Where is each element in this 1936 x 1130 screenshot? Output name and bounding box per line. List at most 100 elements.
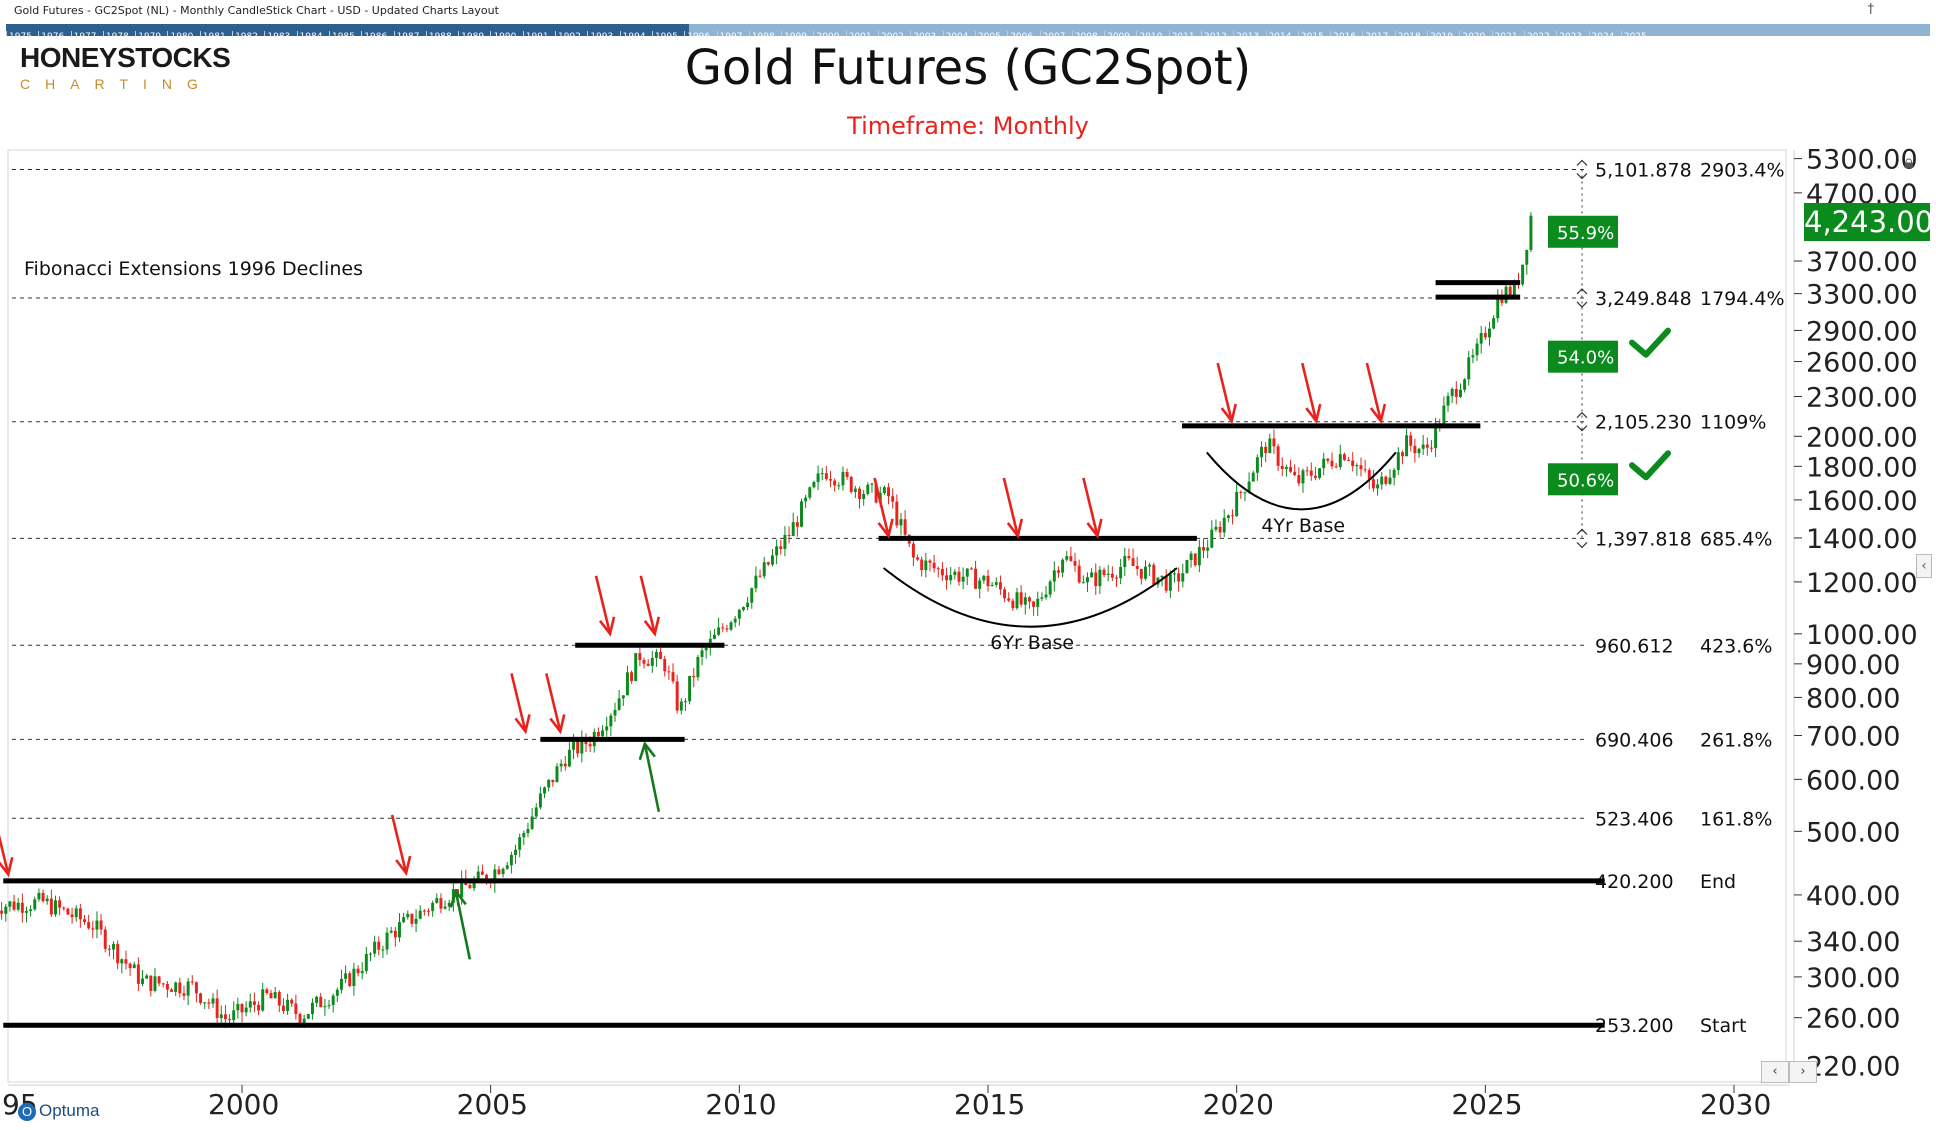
timeline-year[interactable]: 1981 — [199, 31, 232, 36]
candlestick — [725, 624, 729, 633]
timeline-year[interactable]: 1983 — [264, 31, 296, 36]
candle-body — [1272, 438, 1276, 447]
candlestick — [688, 675, 692, 705]
timeline-year[interactable]: 2012 — [1200, 31, 1233, 36]
candle-body — [1197, 547, 1201, 566]
fib-level-percent: 1794.4% — [1700, 288, 1785, 310]
candle-body — [360, 971, 364, 974]
timeline-year[interactable]: 2017 — [1362, 31, 1394, 36]
timeline-year[interactable]: 1992 — [555, 31, 587, 36]
candlestick — [12, 894, 16, 912]
candle-body — [849, 476, 853, 492]
timeline-year[interactable]: 2006 — [1007, 31, 1039, 36]
candle-body — [339, 978, 343, 990]
timeline-year[interactable]: 1996 — [684, 31, 716, 36]
timeline-year[interactable]: 1980 — [167, 31, 199, 36]
timeline-year[interactable]: 2018 — [1394, 31, 1427, 36]
candle-body — [596, 731, 600, 737]
candle-body — [588, 744, 592, 747]
candlestick — [406, 910, 410, 920]
arrow-shaft — [0, 834, 10, 875]
timeline-year[interactable]: 2008 — [1071, 31, 1104, 36]
candle-body — [771, 555, 774, 565]
candlestick — [1003, 586, 1007, 603]
timeline-year[interactable]: 2024 — [1588, 31, 1621, 36]
candlestick — [1488, 321, 1491, 346]
timeline-year[interactable]: 2019 — [1427, 31, 1459, 36]
timeline-year[interactable]: 2003 — [910, 31, 942, 36]
timeline-year[interactable]: 2013 — [1233, 31, 1265, 36]
timeline-year[interactable]: 2011 — [1168, 31, 1201, 36]
timeline-year[interactable]: 1978 — [102, 31, 135, 36]
candlestick — [1454, 381, 1458, 405]
timeline-year[interactable]: 1975 — [6, 31, 38, 36]
timeline-year[interactable]: 1991 — [522, 31, 555, 36]
logo-sub-text: CHARTING — [20, 76, 213, 92]
timeline-year[interactable]: 1995 — [651, 31, 684, 36]
arrow-shaft — [454, 891, 472, 960]
timeline-year[interactable]: 2002 — [878, 31, 910, 36]
timeline-year[interactable]: 2007 — [1039, 31, 1072, 36]
timeline-year[interactable]: 2021 — [1491, 31, 1524, 36]
base-label: 6Yr Base — [990, 632, 1074, 654]
candlestick — [29, 905, 33, 917]
candlestick — [775, 539, 779, 565]
timeline-year[interactable]: 2014 — [1265, 31, 1298, 36]
timeline-year[interactable]: 1990 — [490, 31, 522, 36]
timeline-year[interactable]: 1982 — [232, 31, 264, 36]
timeline-year[interactable]: 2022 — [1523, 31, 1556, 36]
timeline-year[interactable]: 1987 — [393, 31, 426, 36]
timeline-year[interactable]: 2025 — [1620, 31, 1653, 36]
candle-body — [182, 993, 186, 996]
timeline-year[interactable]: 1999 — [781, 31, 813, 36]
timeline-year[interactable]: 1993 — [587, 31, 619, 36]
candle-body — [1276, 446, 1280, 466]
timeline-year[interactable]: 2005 — [974, 31, 1007, 36]
timeline-year[interactable]: 2023 — [1556, 31, 1588, 36]
candlestick — [1417, 447, 1421, 458]
timeline-year[interactable]: 2001 — [845, 31, 878, 36]
candle-body — [1239, 491, 1243, 493]
timeline-year[interactable]: 1976 — [38, 31, 70, 36]
timeline-year[interactable]: 1989 — [458, 31, 490, 36]
candlestick — [932, 554, 936, 573]
chevron-left-icon[interactable]: ‹ — [1916, 554, 1932, 578]
pin-icon[interactable]: † — [1867, 2, 1875, 17]
scroll-right-button[interactable]: › — [1789, 1061, 1817, 1083]
candlestick — [207, 998, 211, 1010]
timeline-year[interactable]: 1994 — [619, 31, 652, 36]
timeline-year[interactable]: 2010 — [1136, 31, 1168, 36]
timeline-year[interactable]: 1986 — [361, 31, 393, 36]
timeline-navigator[interactable]: 1975197619771978197919801981198219831984… — [6, 24, 1930, 36]
timeline-year[interactable]: 1977 — [70, 31, 103, 36]
y-tick-label: 500.00 — [1806, 817, 1900, 848]
candlestick — [667, 665, 671, 680]
timeline-year[interactable]: 2020 — [1459, 31, 1491, 36]
timeline-year[interactable]: 1997 — [716, 31, 749, 36]
candle-body — [969, 568, 973, 570]
timeline-year[interactable]: 2016 — [1330, 31, 1362, 36]
timeline-year[interactable]: 1998 — [748, 31, 781, 36]
timeline-year[interactable]: 1979 — [135, 31, 167, 36]
green-arrow — [449, 888, 472, 960]
scroll-left-button[interactable]: ‹ — [1761, 1061, 1789, 1083]
timeline-year[interactable]: 1984 — [296, 31, 329, 36]
candle-body — [1069, 556, 1073, 561]
timeline-year[interactable]: 1985 — [328, 31, 361, 36]
candlestick — [717, 617, 721, 636]
candle-body — [402, 917, 406, 923]
timeline-year[interactable]: 2004 — [942, 31, 975, 36]
timeline-selection[interactable] — [689, 24, 1930, 36]
timeline-year[interactable]: 2000 — [813, 31, 845, 36]
candle-body — [1508, 286, 1512, 296]
candle-body — [1318, 468, 1322, 478]
timeline-year[interactable]: 1988 — [425, 31, 458, 36]
candle-body — [1351, 460, 1355, 467]
lock-icon[interactable]: 🔒︎ — [1904, 152, 1914, 173]
timeline-year[interactable]: 2009 — [1104, 31, 1136, 36]
candlestick — [1040, 592, 1044, 602]
fib-level-percent: 1109% — [1700, 412, 1766, 434]
candlestick — [1421, 435, 1425, 456]
timeline-year[interactable]: 2015 — [1297, 31, 1330, 36]
